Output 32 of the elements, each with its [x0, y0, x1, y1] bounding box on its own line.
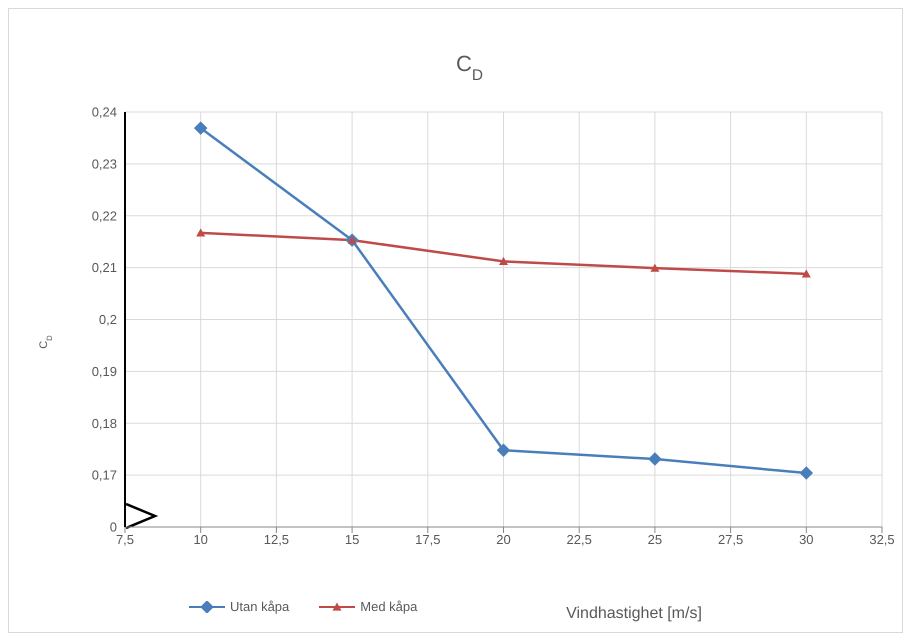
y-tick-label: 0,2: [98, 312, 117, 328]
legend-label: Med kåpa: [360, 599, 418, 614]
point: [194, 121, 208, 135]
point: [648, 452, 662, 466]
y-tick-label: 0,19: [92, 364, 117, 379]
point: [650, 264, 660, 272]
x-tick-label: 32,5: [869, 532, 895, 548]
x-tick-label: 7,5: [116, 532, 134, 548]
x-tick-label: 22,5: [566, 532, 592, 548]
y-tick-label: 0,21: [92, 260, 117, 276]
y-tick-label: 0,22: [92, 208, 117, 224]
y-tick-label: 0: [110, 520, 117, 535]
chart-title: C$_{D}$: [456, 51, 484, 84]
point: [196, 228, 206, 236]
x-tick-label: 15: [344, 532, 360, 548]
y-tick-label: 0,23: [92, 156, 117, 172]
x-tick-label: 17,5: [415, 532, 440, 548]
x-tick-label: 27,5: [718, 532, 744, 548]
x-tick-label: 20: [496, 532, 511, 548]
point: [496, 443, 510, 457]
x-tick-label: 25: [648, 532, 662, 548]
point: [800, 466, 814, 480]
x-tick-label: 10: [193, 532, 208, 548]
legend-label: Utan kåpa: [230, 599, 290, 614]
y-tick-label: 0,18: [92, 416, 117, 431]
x-axis-title: Vindhastighet [m/s]: [566, 605, 702, 622]
y-tick-label: 0,24: [92, 104, 117, 120]
x-tick-label: 12,5: [264, 532, 290, 548]
y-tick-label: 0,17: [92, 468, 117, 483]
point: [499, 256, 508, 265]
point: [802, 269, 811, 278]
x-tick-label: 30: [799, 532, 814, 548]
